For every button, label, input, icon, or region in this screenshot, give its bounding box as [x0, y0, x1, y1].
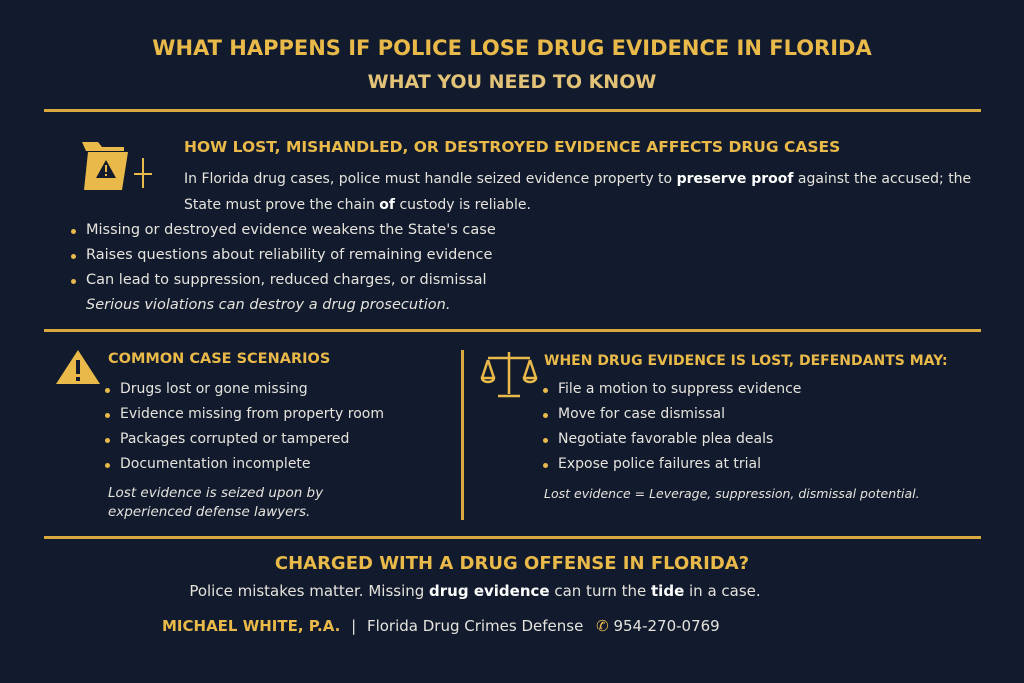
section2-note: Lost evidence is seized upon by experien…: [108, 485, 324, 520]
list-item: Negotiate favorable plea deals: [540, 427, 801, 452]
separator: |: [351, 617, 357, 635]
footer-tagline: Police mistakes matter. Missing drug evi…: [189, 582, 761, 600]
column-divider: [461, 350, 464, 520]
section3-heading: WHEN DRUG EVIDENCE IS LOST, DEFENDANTS M…: [544, 353, 948, 369]
divider: [44, 329, 981, 332]
list-item: Expose police failures at trial: [540, 452, 801, 477]
page-title: WHAT HAPPENS IF POLICE LOSE DRUG EVIDENC…: [152, 36, 872, 60]
section1-intro: In Florida drug cases, police must handl…: [184, 171, 972, 213]
section1-note: Serious violations can destroy a drug pr…: [86, 297, 451, 313]
list-item: Missing or destroyed evidence weakens th…: [68, 218, 496, 243]
list-item: Evidence missing from property room: [102, 402, 384, 427]
section2-bullets: Drugs lost or gone missing Evidence miss…: [102, 377, 384, 477]
list-item: File a motion to suppress evidence: [540, 377, 801, 402]
section3-bullets: File a motion to suppress evidence Move …: [540, 377, 801, 477]
practice-area: Florida Drug Crimes Defense: [366, 617, 584, 635]
page-subtitle: WHAT YOU NEED TO KNOW: [367, 71, 657, 93]
list-item: Packages corrupted or tampered: [102, 427, 384, 452]
section1-heading: HOW LOST, MISHANDLED, OR DESTROYED EVIDE…: [184, 138, 841, 156]
divider: [44, 536, 981, 539]
phone-number[interactable]: 954-270-0769: [613, 617, 720, 635]
list-item: Move for case dismissal: [540, 402, 801, 427]
folder-warning-icon: [82, 142, 152, 190]
list-item: Raises questions about reliability of re…: [68, 243, 496, 268]
scales-icon: [480, 352, 538, 398]
phone-icon: ✆: [596, 617, 609, 635]
divider: [44, 109, 981, 112]
footer-heading: CHARGED WITH A DRUG OFFENSE IN FLORIDA?: [274, 553, 750, 574]
section3-note: Lost evidence = Leverage, suppression, d…: [544, 486, 920, 501]
section1-bullets: Missing or destroyed evidence weakens th…: [68, 218, 496, 293]
warning-icon: [56, 350, 100, 384]
list-item: Documentation incomplete: [102, 452, 384, 477]
section2-heading: COMMON CASE SCENARIOS: [108, 351, 331, 367]
list-item: Can lead to suppression, reduced charges…: [68, 268, 496, 293]
firm-name: MICHAEL WHITE, P.A.: [162, 617, 341, 635]
list-item: Drugs lost or gone missing: [102, 377, 384, 402]
footer-contact: MICHAEL WHITE, P.A. | Florida Drug Crime…: [162, 617, 720, 635]
